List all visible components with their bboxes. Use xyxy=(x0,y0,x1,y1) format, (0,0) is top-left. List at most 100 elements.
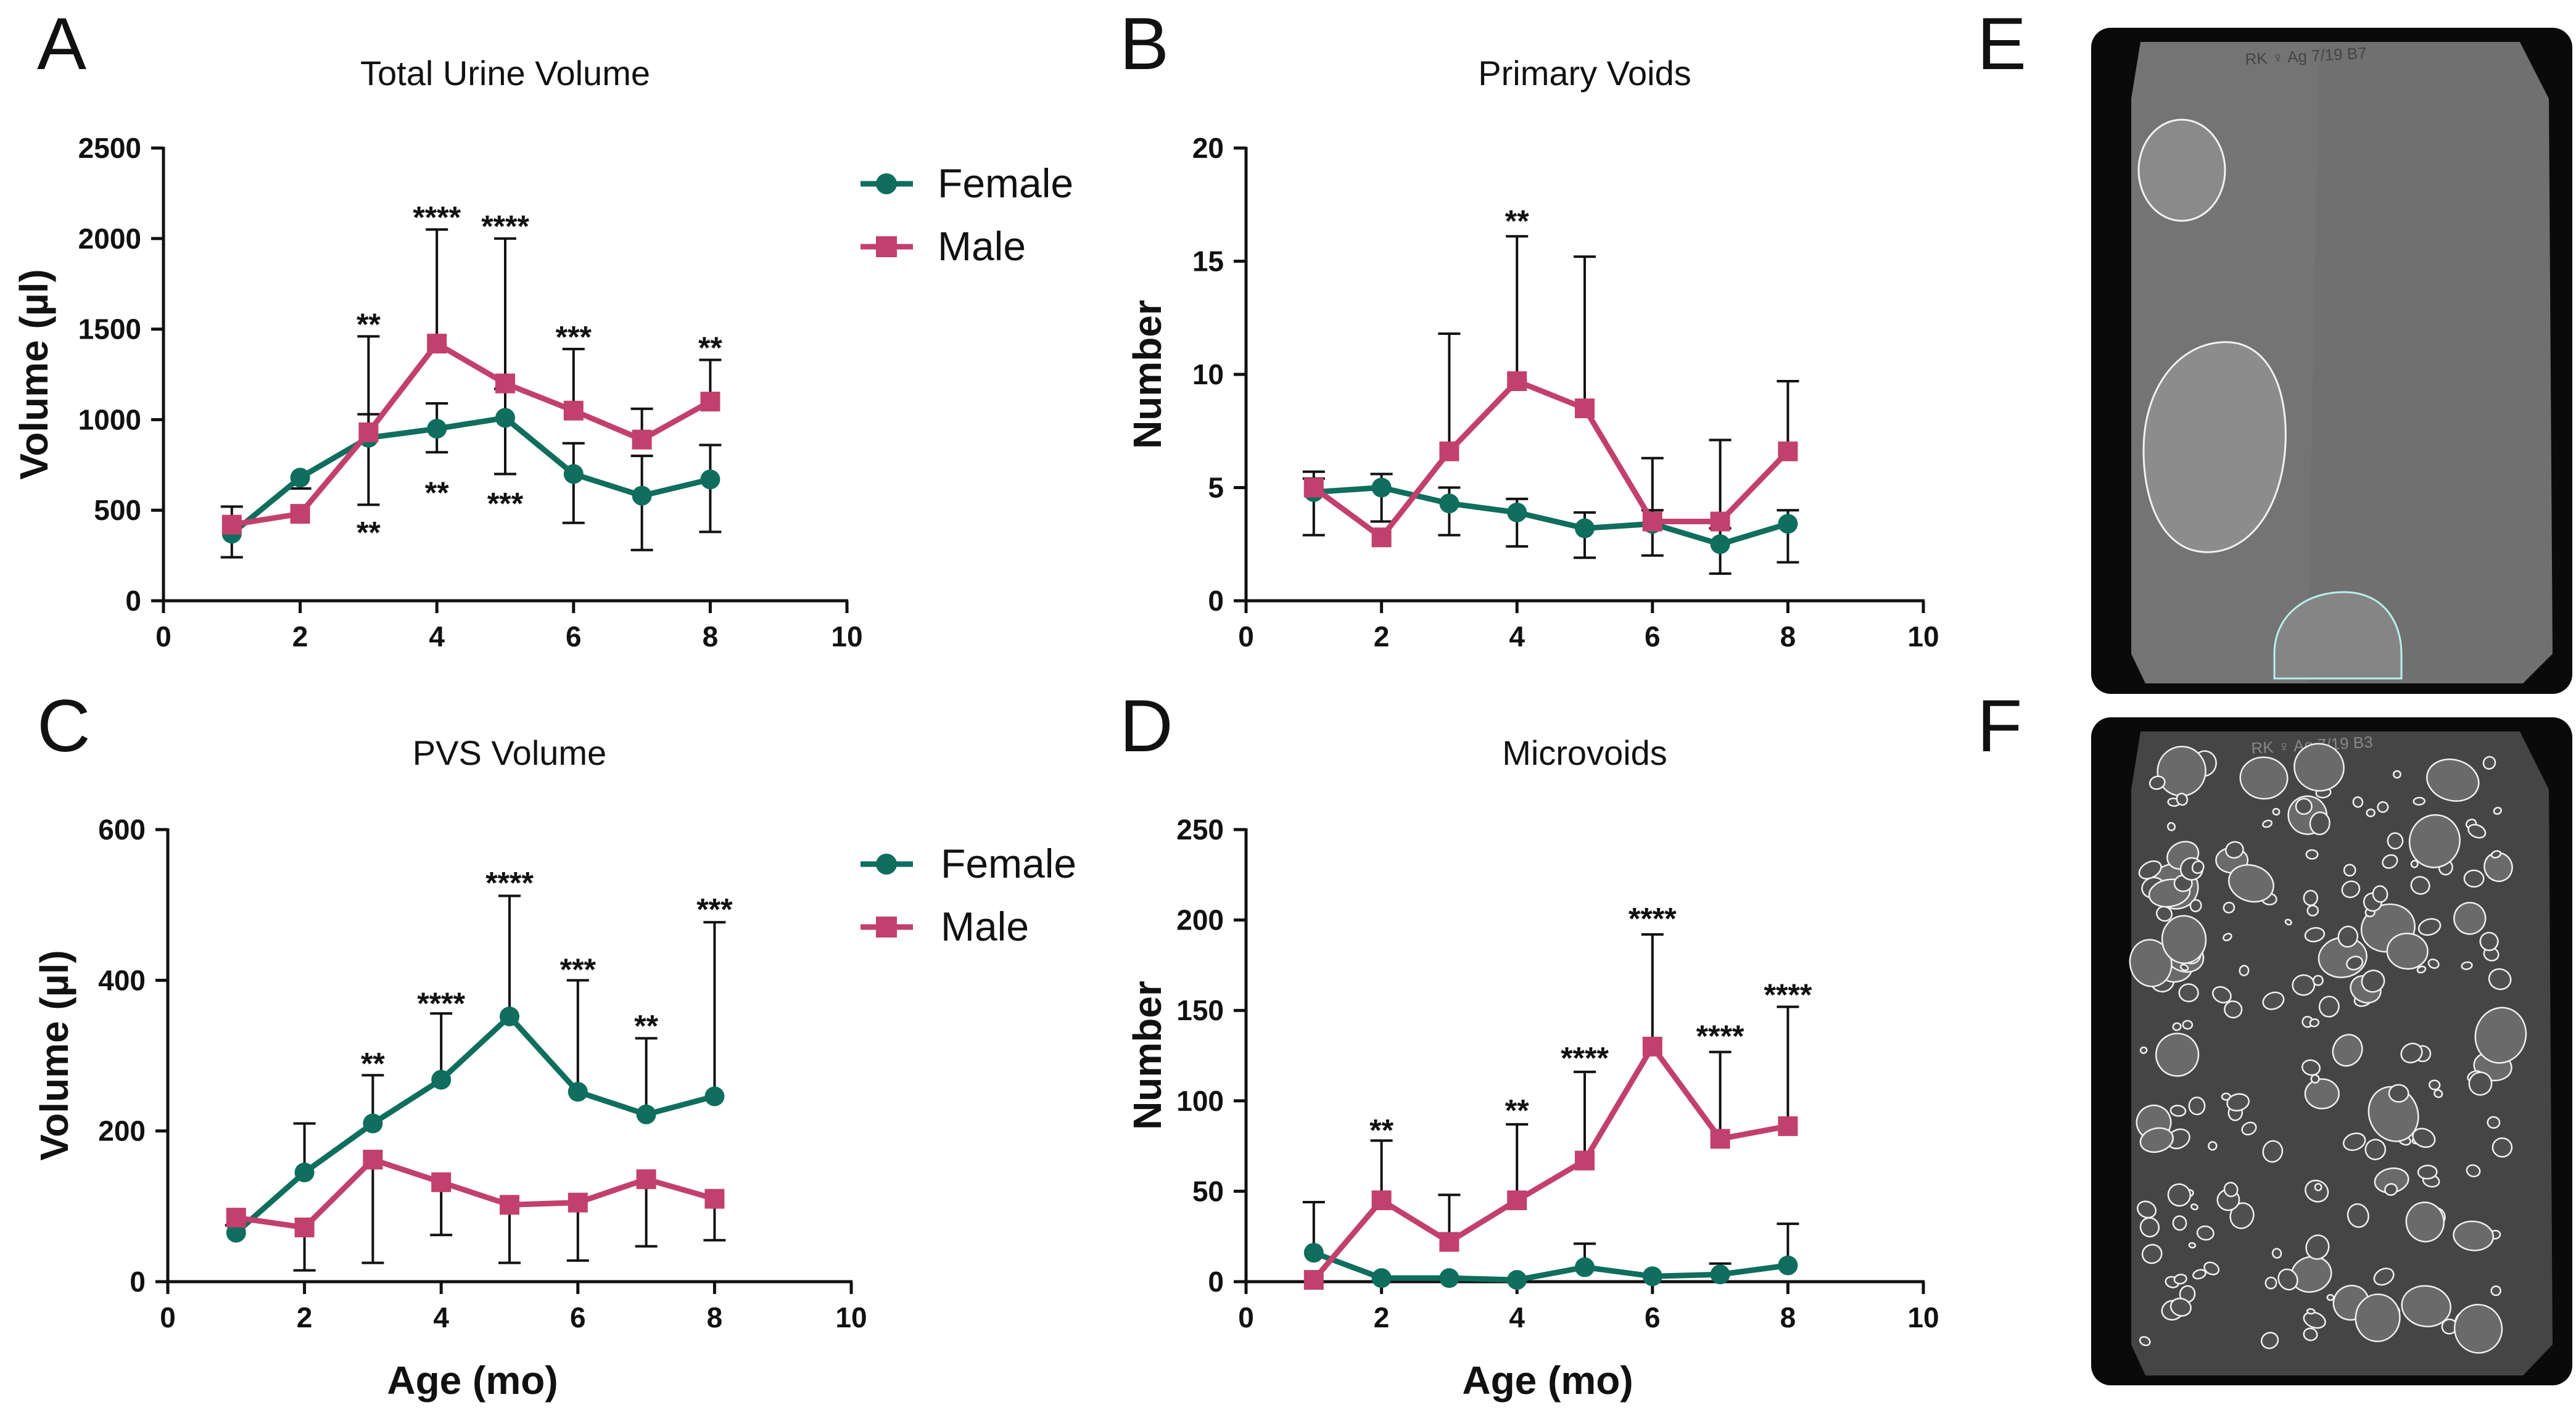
chart-d-point-female xyxy=(1507,1270,1527,1290)
microvoid-outline xyxy=(2314,1183,2322,1192)
chart-b-significance-label: ** xyxy=(1505,204,1529,238)
chart-d-series-male xyxy=(1303,933,1799,1290)
chart-c-point-female xyxy=(704,1086,725,1107)
chart-a-line-female xyxy=(229,414,711,536)
chart-d-point-male xyxy=(1710,1129,1730,1149)
legend-a-male-marker xyxy=(876,236,897,257)
chart-a-x-tick-label: 2 xyxy=(292,620,308,653)
panel-letter-d: D xyxy=(1120,685,1173,767)
microvoid-outline xyxy=(2326,1293,2335,1301)
chart-d-series-female xyxy=(1302,1200,1799,1290)
chart-a-x-tick-label: 8 xyxy=(703,620,719,653)
chart-b-y-tick-label: 20 xyxy=(1192,132,1224,164)
microvoid-outline xyxy=(2364,1139,2387,1161)
microvoid-outline xyxy=(2474,1007,2527,1064)
microvoid-outline xyxy=(2141,1243,2163,1264)
chart-a-significance-label: ** xyxy=(698,331,722,365)
chart-pvs-volume: PVS Volume 0 2 4 6 8 10 0 200 400 600 Volume (µl) Ag… xyxy=(32,733,867,1403)
chart-c-point-female xyxy=(226,1222,246,1243)
microvoid-outline xyxy=(2400,1042,2423,1064)
chart-d-y-tick-label: 50 xyxy=(1192,1175,1224,1207)
chart-a-significance-label: ** xyxy=(357,307,381,342)
chart-b-y-tick-label: 5 xyxy=(1208,472,1224,504)
microvoid-outline xyxy=(2346,955,2364,971)
chart-c-significance-label: ** xyxy=(634,1009,658,1044)
chart-d-significance-label: **** xyxy=(1696,1019,1744,1053)
microvoid-outline xyxy=(2482,756,2496,770)
chart-a-significance-label: **** xyxy=(481,209,529,244)
chart-b-point-male xyxy=(1303,477,1324,498)
chart-c-line-male xyxy=(236,1156,716,1230)
chart-total-urine-volume: Total Urine Volume 0 2 4 6 8 10 0 500 1000 1500 200… xyxy=(12,54,863,653)
chart-d-x-label: Age (mo) xyxy=(1462,1358,1633,1403)
microvoid-outline xyxy=(2347,1203,2369,1228)
chart-b-point-female xyxy=(1371,477,1392,498)
chart-c-line-female xyxy=(234,1013,716,1235)
chart-c-significance-label: **** xyxy=(417,986,465,1021)
microvoid-outline xyxy=(2303,1311,2326,1329)
chart-d-significance-label: **** xyxy=(1764,978,1812,1012)
microvoid-outline xyxy=(2262,819,2273,828)
microvoid-outline xyxy=(2176,793,2189,806)
panel-letter-b: B xyxy=(1120,2,1169,85)
microvoid-outline xyxy=(2453,902,2487,935)
microvoid-outline xyxy=(2361,970,2385,993)
chart-a-x-tick-label: 10 xyxy=(831,620,862,653)
chart-c-point-male xyxy=(363,1150,383,1170)
image-f-microvoids xyxy=(2129,743,2527,1354)
chart-b-point-female xyxy=(1575,518,1595,538)
microvoid-outline xyxy=(2373,1268,2395,1286)
chart-d-x-tick-label: 4 xyxy=(1509,1301,1525,1333)
microvoid-outline xyxy=(2453,1220,2495,1251)
chart-c-x-tick-label: 8 xyxy=(707,1301,723,1333)
chart-c-significance-label: ** xyxy=(361,1047,385,1081)
chart-c-x-tick-label: 4 xyxy=(433,1301,449,1333)
chart-a-point-female xyxy=(700,469,720,490)
microvoid-outline xyxy=(2224,1000,2243,1019)
microvoid-outline xyxy=(2427,958,2440,969)
chart-b-title: Primary Voids xyxy=(1478,54,1691,93)
microvoid-outline xyxy=(2223,1182,2239,1197)
chart-d-significance-label: ** xyxy=(1369,1113,1393,1148)
microvoid-outline xyxy=(2337,925,2359,948)
chart-c-point-female xyxy=(500,1006,519,1026)
chart-b-point-male xyxy=(1575,398,1595,419)
microvoid-outline xyxy=(2304,927,2326,942)
chart-b-y-tick-label: 0 xyxy=(1208,585,1224,617)
microvoid-outline xyxy=(2173,1274,2187,1285)
microvoid-outline xyxy=(2355,1293,2401,1343)
microvoid-outline xyxy=(2426,758,2480,802)
microvoid-outline xyxy=(2223,901,2235,914)
microvoid-outline xyxy=(2260,1332,2279,1350)
chart-a-significance-label: ** xyxy=(357,515,381,550)
microvoid-outline xyxy=(2392,770,2401,779)
microvoid-outline xyxy=(2196,1225,2215,1241)
chart-d-y-tick-label: 250 xyxy=(1176,814,1224,846)
microvoid-outline xyxy=(2227,864,2274,903)
chart-a-point-male xyxy=(563,400,584,421)
microvoid-outline xyxy=(2188,1096,2206,1116)
chart-c-point-male xyxy=(500,1195,519,1215)
microvoid-outline xyxy=(2262,991,2285,1010)
chart-b-point-female xyxy=(1778,514,1798,534)
legend-c-male-label: Male xyxy=(941,904,1029,949)
microvoid-outline xyxy=(2386,933,2429,970)
legend-c: Female Male xyxy=(861,841,1076,949)
microvoid-outline xyxy=(2413,796,2425,806)
microvoid-outline xyxy=(2461,961,2473,970)
microvoid-outline xyxy=(2453,1303,2503,1354)
chart-d-point-female xyxy=(1303,1243,1324,1263)
chart-a-point-male xyxy=(358,422,379,442)
legend-c-female-label: Female xyxy=(941,841,1076,886)
chart-c-y-tick-label: 400 xyxy=(98,964,146,996)
chart-c-x-label: Age (mo) xyxy=(387,1358,558,1403)
chart-d-point-male xyxy=(1575,1150,1595,1171)
microvoid-outline xyxy=(2161,915,2207,964)
microvoid-outline xyxy=(2192,1269,2207,1280)
chart-d-y-label: Number xyxy=(1125,981,1170,1130)
chart-a-point-male xyxy=(221,514,242,535)
microvoid-outline xyxy=(2208,1141,2218,1151)
chart-c-x-tick-label: 2 xyxy=(297,1301,313,1333)
chart-d-x-tick-label: 0 xyxy=(1238,1301,1254,1333)
chart-d-y-tick-label: 100 xyxy=(1176,1085,1224,1117)
